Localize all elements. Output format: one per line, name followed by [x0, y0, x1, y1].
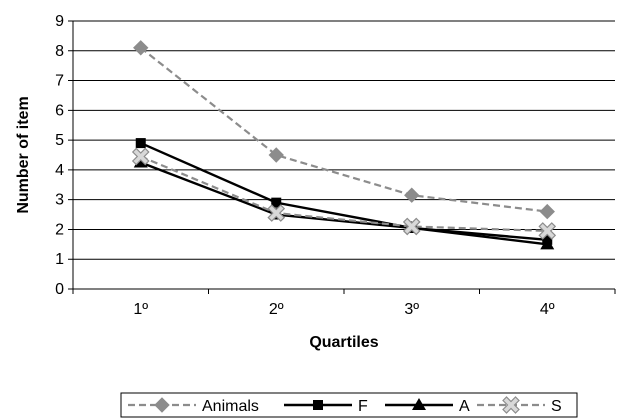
data-point-animals [404, 187, 420, 203]
data-point-animals [133, 40, 149, 56]
legend: Animals F A S [120, 392, 578, 418]
series-line-s [140, 155, 548, 233]
x-tick-label: 3º [404, 301, 419, 318]
x-tick-labels: 1º 2º 3º 4º [133, 301, 554, 318]
legend-label: A [459, 398, 470, 415]
data-point-f [271, 197, 282, 208]
series-line-animals [140, 46, 548, 213]
y-tick-labels: 0 1 2 3 4 5 6 7 8 9 [55, 13, 64, 298]
series-lines [140, 46, 548, 246]
y-tick-label: 2 [55, 221, 64, 238]
data-point-s [538, 222, 557, 240]
legend-marker [154, 397, 170, 413]
legend-marker [412, 398, 426, 410]
y-tick-label: 6 [55, 102, 64, 119]
legend-marker [502, 396, 520, 414]
series-line-a [140, 161, 548, 246]
y-tick-label: 0 [55, 281, 64, 298]
legend-item-animals: Animals [128, 397, 259, 415]
x-tick-label: 1º [133, 301, 148, 318]
y-tick-label: 8 [55, 43, 64, 60]
gridlines [68, 20, 616, 294]
legend-label: Animals [202, 398, 259, 415]
series-markers [131, 40, 557, 250]
legend-item-f: F [284, 398, 368, 415]
legend-label: F [358, 398, 368, 415]
y-axis-title: Number of item [15, 96, 32, 213]
data-point-s [267, 204, 286, 222]
legend-item-a: A [385, 398, 470, 415]
data-point-animals [268, 147, 284, 163]
y-tick-label: 7 [55, 73, 64, 90]
y-tick-label: 3 [55, 192, 64, 209]
x-axis-title: Quartiles [309, 334, 378, 351]
y-tick-label: 9 [55, 13, 64, 30]
legend-label: S [551, 398, 562, 415]
data-point-f [135, 138, 146, 149]
legend-marker [313, 400, 323, 410]
y-tick-label: 5 [55, 132, 64, 149]
x-tick-label: 2º [269, 301, 284, 318]
data-point-a [133, 155, 148, 168]
data-point-s [402, 217, 421, 236]
series-line-f [140, 141, 548, 242]
legend-item-s: S [477, 396, 562, 415]
data-point-a [540, 237, 555, 250]
y-tick-label: 1 [55, 251, 64, 268]
x-tick-label: 4º [540, 301, 555, 318]
data-point-animals [539, 203, 555, 220]
y-tick-label: 4 [55, 162, 64, 179]
data-point-s [131, 147, 150, 166]
